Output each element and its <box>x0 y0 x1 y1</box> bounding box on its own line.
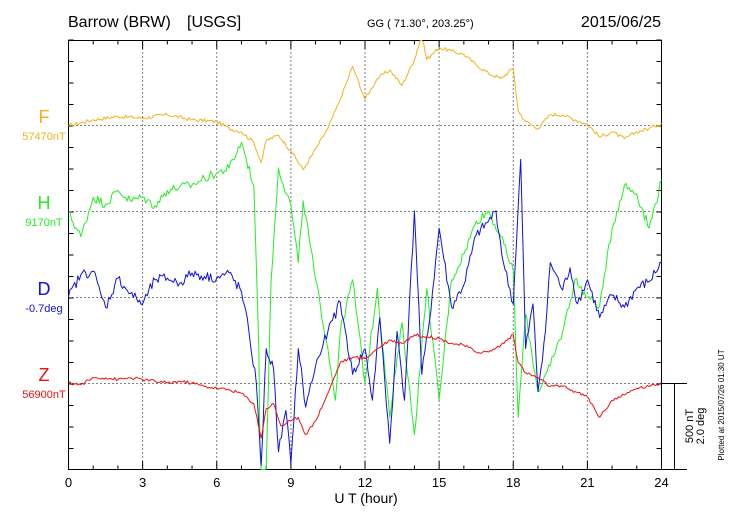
x-tick-label: 3 <box>139 475 146 490</box>
x-tick-label: 21 <box>580 475 594 490</box>
channel-letter-z: Z <box>39 365 50 385</box>
axis-ticks <box>68 39 662 470</box>
x-tick-label: 0 <box>65 475 72 490</box>
series-line-z <box>68 333 662 439</box>
network-label: [USGS] <box>187 14 241 31</box>
scale-label-nt: 500 nT <box>684 409 696 444</box>
channel-letter-h: H <box>38 193 51 213</box>
series-line-d <box>68 158 662 467</box>
channel-letter-d: D <box>38 279 51 299</box>
scale-label-deg: 2.0 deg <box>695 408 707 445</box>
baseline-label-f: 57470nT <box>22 131 66 143</box>
x-tick-label: 15 <box>432 475 446 490</box>
baseline-label-h: 9170nT <box>25 217 63 229</box>
x-tick-label: 6 <box>213 475 220 490</box>
series-line-f <box>68 40 662 171</box>
x-tick-label: 18 <box>506 475 520 490</box>
x-axis-label: U T (hour) <box>334 490 397 506</box>
series-line-h <box>68 141 662 470</box>
x-tick-label: 9 <box>287 475 294 490</box>
baseline-label-d: -0.7deg <box>25 303 62 315</box>
channel-labels: F 57470nT H 9170nT D -0.7deg Z 56900nT <box>22 107 66 401</box>
x-tick-labels: 0 3 6 9 12 15 18 21 24 <box>65 475 669 490</box>
coords-label: GG ( 71.30°, 203.25°) <box>367 18 474 30</box>
grid <box>68 40 662 470</box>
date-label: 2015/06/25 <box>581 14 661 31</box>
x-tick-label: 24 <box>654 475 668 490</box>
series-group <box>68 40 662 470</box>
plotted-note: Plotted at 2015/07/26 01:30 UT <box>717 349 726 460</box>
station-title: Barrow (BRW) <box>68 14 171 31</box>
x-tick-label: 12 <box>358 475 372 490</box>
baseline-label-z: 56900nT <box>22 389 66 401</box>
channel-letter-f: F <box>39 107 50 127</box>
